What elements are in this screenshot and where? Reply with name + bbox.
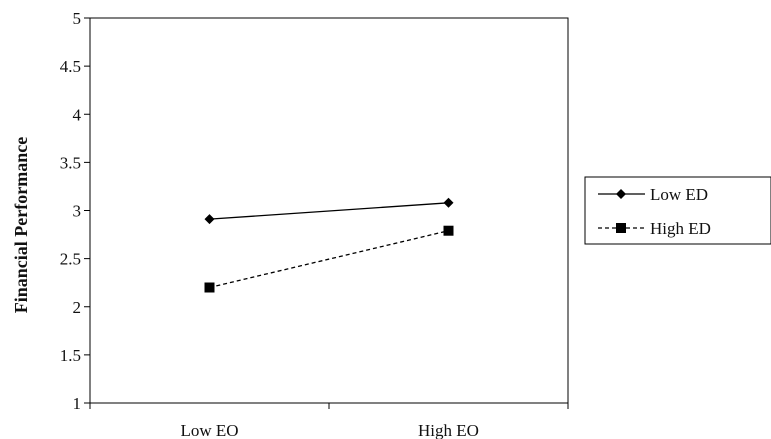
y-tick-label: 5 (73, 9, 82, 28)
data-point (204, 214, 215, 225)
y-tick-label: 1 (73, 394, 82, 413)
legend-label: Low ED (650, 185, 708, 204)
x-tick-label: Low EO (180, 421, 238, 439)
y-tick-label: 2 (73, 298, 82, 317)
data-point (443, 225, 454, 236)
series-line (209, 202, 449, 220)
y-tick-label: 4 (73, 105, 82, 124)
y-axis: 1 1.5 2 2.5 3 3.5 4 4.5 5 (60, 9, 90, 413)
x-tick-label: High EO (418, 421, 479, 439)
legend-marker (616, 189, 626, 199)
y-tick-label: 3 (73, 202, 82, 221)
legend: Low ED High ED (584, 176, 771, 245)
y-tick-label: 3.5 (60, 153, 81, 172)
series-1 (204, 225, 454, 293)
y-axis-title: Financial Performance (11, 137, 31, 313)
series-0 (204, 197, 454, 225)
legend-label: High ED (650, 219, 711, 238)
legend-entry-1: High ED (598, 219, 711, 238)
legend-marker (616, 223, 626, 233)
series-layer (204, 197, 454, 293)
y-tick-label: 4.5 (60, 57, 81, 76)
series-line (209, 230, 449, 289)
data-point (443, 197, 454, 208)
legend-entry-0: Low ED (598, 185, 708, 204)
y-tick-label: 2.5 (60, 250, 81, 269)
y-tick-label: 1.5 (60, 346, 81, 365)
data-point (204, 282, 215, 293)
x-axis: Low EO High EO (89, 403, 569, 439)
